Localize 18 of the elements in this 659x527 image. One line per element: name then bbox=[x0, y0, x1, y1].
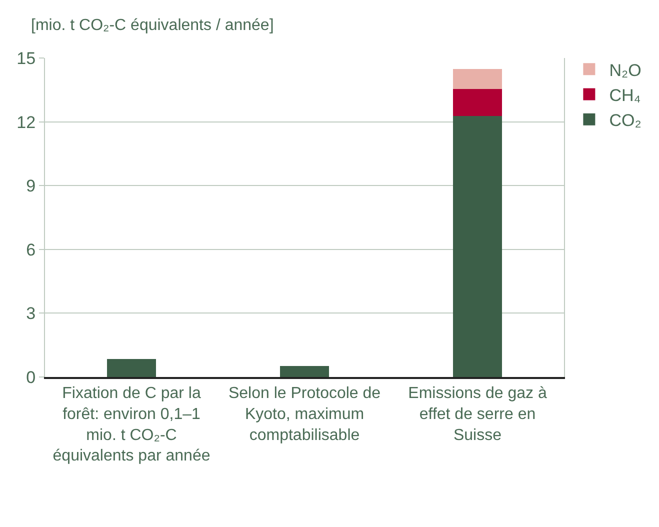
x-tick-label: Fixation de C par la forêt: environ 0,1–1 mio. t CO₂-C équivalents par année bbox=[52, 385, 210, 465]
legend-label: N₂O bbox=[609, 60, 642, 80]
y-tick-label: 15 bbox=[16, 48, 36, 68]
x-tick-label: Emissions de gaz à effet de serre en Suisse bbox=[408, 385, 547, 444]
bar bbox=[107, 359, 156, 377]
y-tick-label: 12 bbox=[16, 112, 36, 132]
bar bbox=[280, 366, 329, 377]
legend-label: CH₄ bbox=[609, 86, 641, 105]
bar bbox=[453, 69, 502, 89]
y-tick-label: 9 bbox=[26, 176, 36, 196]
bar bbox=[453, 89, 502, 116]
y-tick-label: 6 bbox=[26, 240, 36, 260]
y-axis-title: [mio. t CO₂-C équivalents / année] bbox=[31, 17, 274, 34]
bar bbox=[453, 116, 502, 377]
y-tick-label: 3 bbox=[26, 304, 36, 324]
x-tick-label: Selon le Protocole de Kyoto, maximum comptabilisable bbox=[228, 385, 381, 444]
y-tick-label: 0 bbox=[26, 368, 36, 387]
legend-label: CO₂ bbox=[609, 111, 642, 130]
